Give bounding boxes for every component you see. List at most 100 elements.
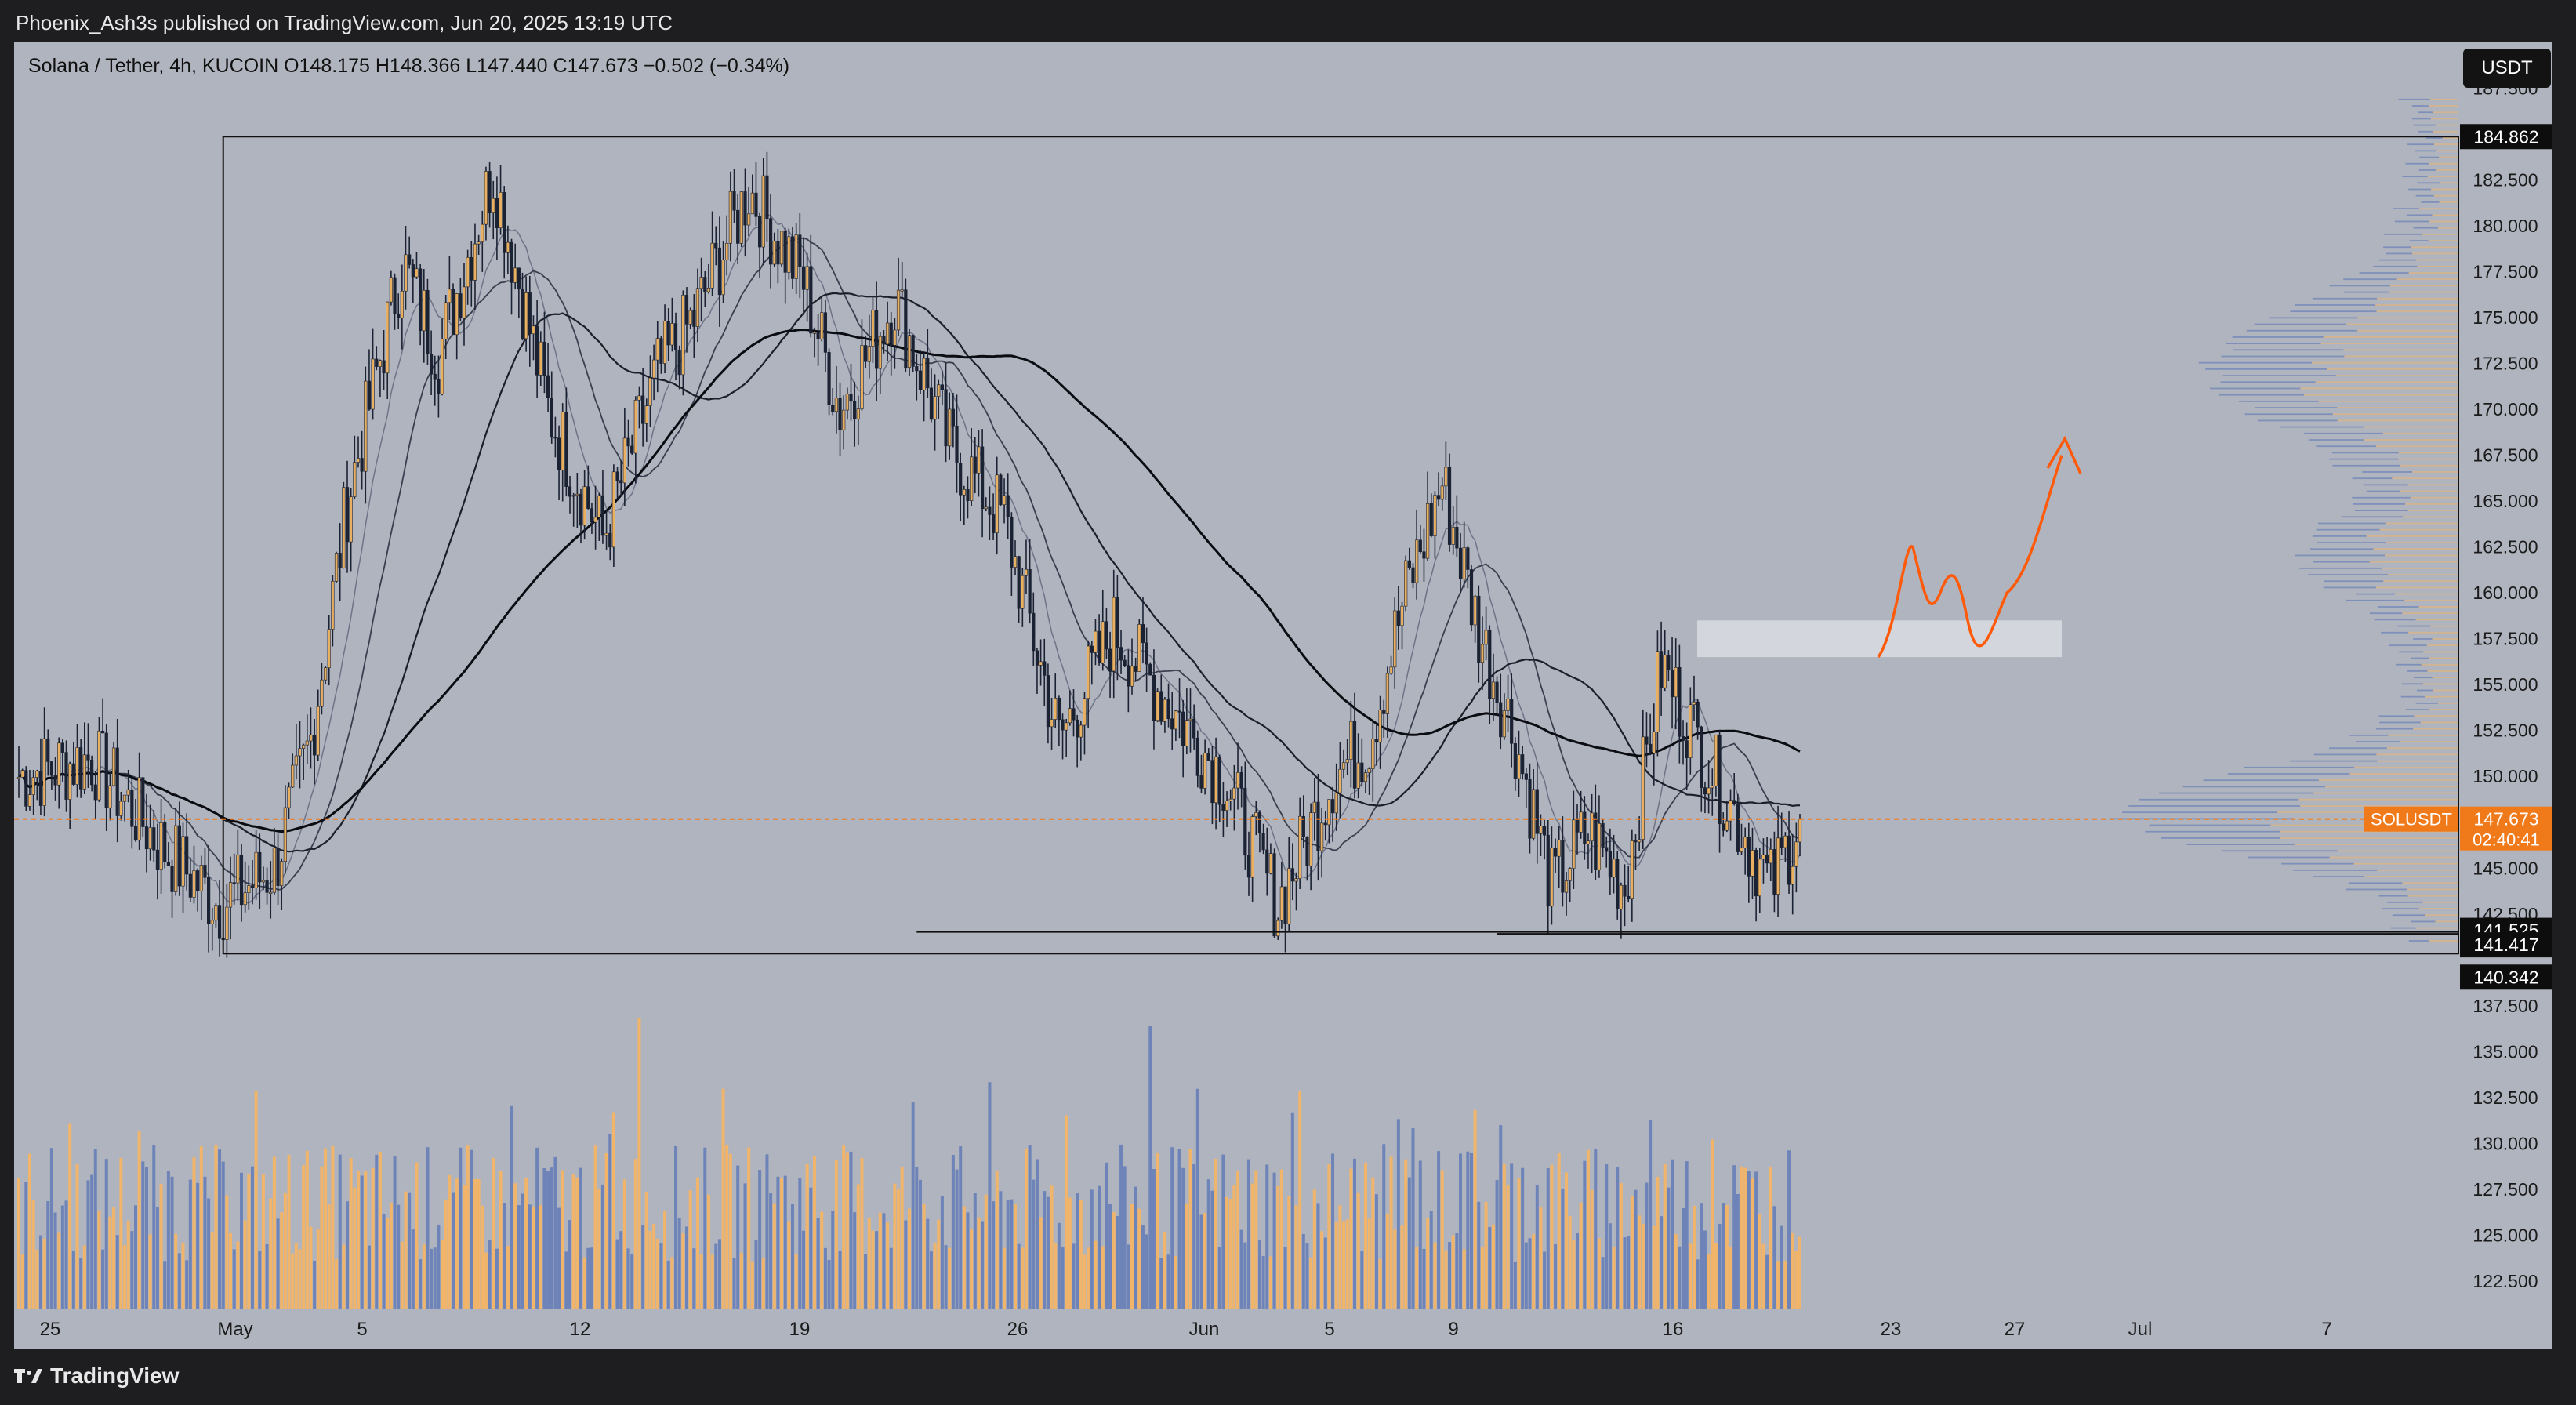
volume-bar (159, 1184, 163, 1309)
candle (750, 174, 754, 215)
candle (243, 861, 247, 913)
candle-body (302, 744, 306, 749)
volume-bar (1090, 1189, 1094, 1309)
price-axis[interactable] (2458, 42, 2552, 1349)
chart-plot-area[interactable] (14, 42, 2458, 1309)
candle (1363, 769, 1368, 793)
candle-body (1050, 719, 1054, 728)
candle-body (1517, 754, 1521, 779)
volume-profile-bar (2432, 214, 2458, 216)
candle-body (1294, 878, 1298, 882)
candle-body (772, 241, 776, 265)
candle (1539, 814, 1543, 856)
volume-profile-bar (2205, 368, 2327, 370)
volume-bar (977, 1217, 981, 1309)
candle-body (473, 243, 477, 281)
candle-body (651, 359, 656, 379)
volume-profile-bar (2413, 227, 2439, 229)
candle-body (553, 437, 557, 439)
volume-profile-bar (2373, 548, 2458, 550)
volume-profile-bar (2379, 721, 2421, 724)
volume-bar (871, 1230, 875, 1309)
candle (1798, 814, 1802, 857)
candle (356, 436, 361, 468)
volume-profile-bar (2433, 143, 2458, 146)
candle (86, 723, 90, 788)
candle (571, 492, 575, 527)
candle (1214, 737, 1218, 830)
candle (937, 379, 941, 420)
volume-bar (1123, 1166, 1127, 1309)
volume-bar (1769, 1167, 1772, 1309)
volume-profile-bar (2433, 130, 2458, 133)
candle-body (1510, 699, 1514, 744)
candle (1330, 786, 1335, 842)
candle (1356, 733, 1360, 799)
candle-body (1382, 710, 1386, 714)
candle-body (1057, 698, 1061, 721)
candle (1210, 746, 1214, 825)
volume-bar (1718, 1223, 1722, 1309)
time-axis[interactable] (14, 1309, 2458, 1350)
candle (1740, 823, 1743, 855)
volume-bar (1469, 1153, 1473, 1309)
x-tick-label: May (217, 1319, 252, 1340)
volume-bar (335, 1259, 339, 1309)
candle (148, 804, 152, 861)
candle-body (940, 384, 945, 390)
volume-profile-bar (2378, 895, 2408, 897)
candle-body (1605, 847, 1609, 852)
candle (699, 257, 703, 321)
candle-body (422, 289, 426, 332)
volume-profile-bar (2354, 510, 2408, 512)
candle (1605, 836, 1609, 868)
candle-body (247, 885, 251, 894)
y-tick-label: 132.500 (2473, 1087, 2538, 1108)
candle (648, 355, 652, 427)
candle (615, 467, 619, 500)
tradingview-logo[interactable]: TradingView (14, 1363, 179, 1389)
volume-profile-bar (2374, 619, 2416, 621)
candle-body (684, 295, 689, 325)
candle-body (1206, 753, 1210, 761)
candle (1265, 827, 1269, 896)
candle (313, 718, 317, 785)
candle (885, 301, 890, 361)
candle-body (1783, 835, 1787, 848)
volume-bar (1166, 1254, 1170, 1309)
candle-body (532, 325, 535, 335)
volume-bar (426, 1147, 430, 1309)
volume-bar (1345, 1219, 1349, 1309)
candle-body (1301, 815, 1305, 837)
candle (53, 757, 57, 801)
candle-body (188, 873, 192, 898)
volume-bar (1046, 1196, 1050, 1309)
volume-bar (1353, 1158, 1356, 1309)
candle (64, 740, 68, 812)
symbol-tag: SOLUSDT (2371, 810, 2452, 830)
volume-bar (199, 1146, 203, 1309)
candle-body (1254, 812, 1258, 817)
volume-bar (397, 1204, 401, 1309)
volume-bar (492, 1157, 495, 1309)
candle-body (568, 486, 572, 497)
candle-body (1046, 675, 1050, 728)
candle (115, 718, 119, 843)
candle-body (1076, 719, 1079, 738)
currency-button[interactable]: USDT (2463, 49, 2551, 88)
volume-bar (1601, 1257, 1605, 1309)
candle (1689, 687, 1693, 775)
candle (382, 329, 386, 390)
volume-bar (364, 1171, 368, 1309)
volume-bar (1217, 1247, 1221, 1309)
candle (269, 861, 273, 919)
volume-bar (422, 1244, 426, 1309)
candle-body (1072, 708, 1076, 721)
candle-body (1758, 859, 1761, 897)
volume-profile-bar (2344, 355, 2458, 358)
candle-body (1119, 647, 1123, 661)
volume-bar (1006, 1200, 1010, 1309)
volume-profile-bar (2313, 753, 2377, 756)
volume-bar (791, 1204, 795, 1309)
